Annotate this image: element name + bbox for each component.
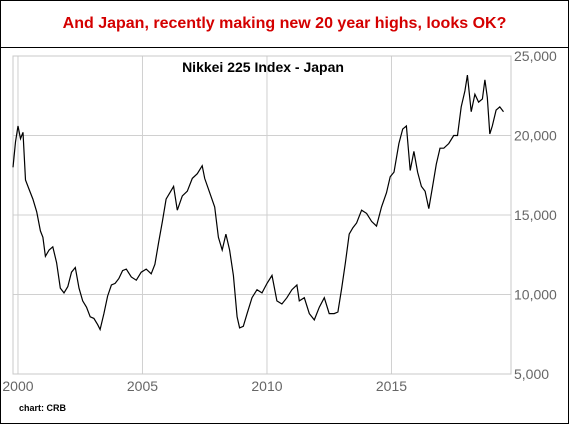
chart-title: Nikkei 225 Index - Japan [182,59,344,75]
x-tick-label: 2000 [2,378,33,394]
x-axis: 2000 2005 2010 2015 [2,378,407,394]
headline: And Japan, recently making new 20 year h… [1,1,568,48]
y-tick-label: 10,000 [514,287,557,303]
x-tick-label: 2015 [376,378,407,394]
y-tick-label: 5,000 [514,366,549,382]
x-tick-label: 2005 [127,378,158,394]
nikkei-series-line [12,75,504,332]
plot-area-border [12,55,512,375]
grid [13,56,511,374]
y-tick-label: 15,000 [514,207,557,223]
x-tick-label: 2010 [251,378,282,394]
y-tick-label: 20,000 [514,128,557,144]
chart-credit: chart: CRB [19,403,67,413]
y-tick-label: 25,000 [514,48,557,64]
y-axis: 5,000 10,000 15,000 20,000 25,000 [514,48,557,382]
